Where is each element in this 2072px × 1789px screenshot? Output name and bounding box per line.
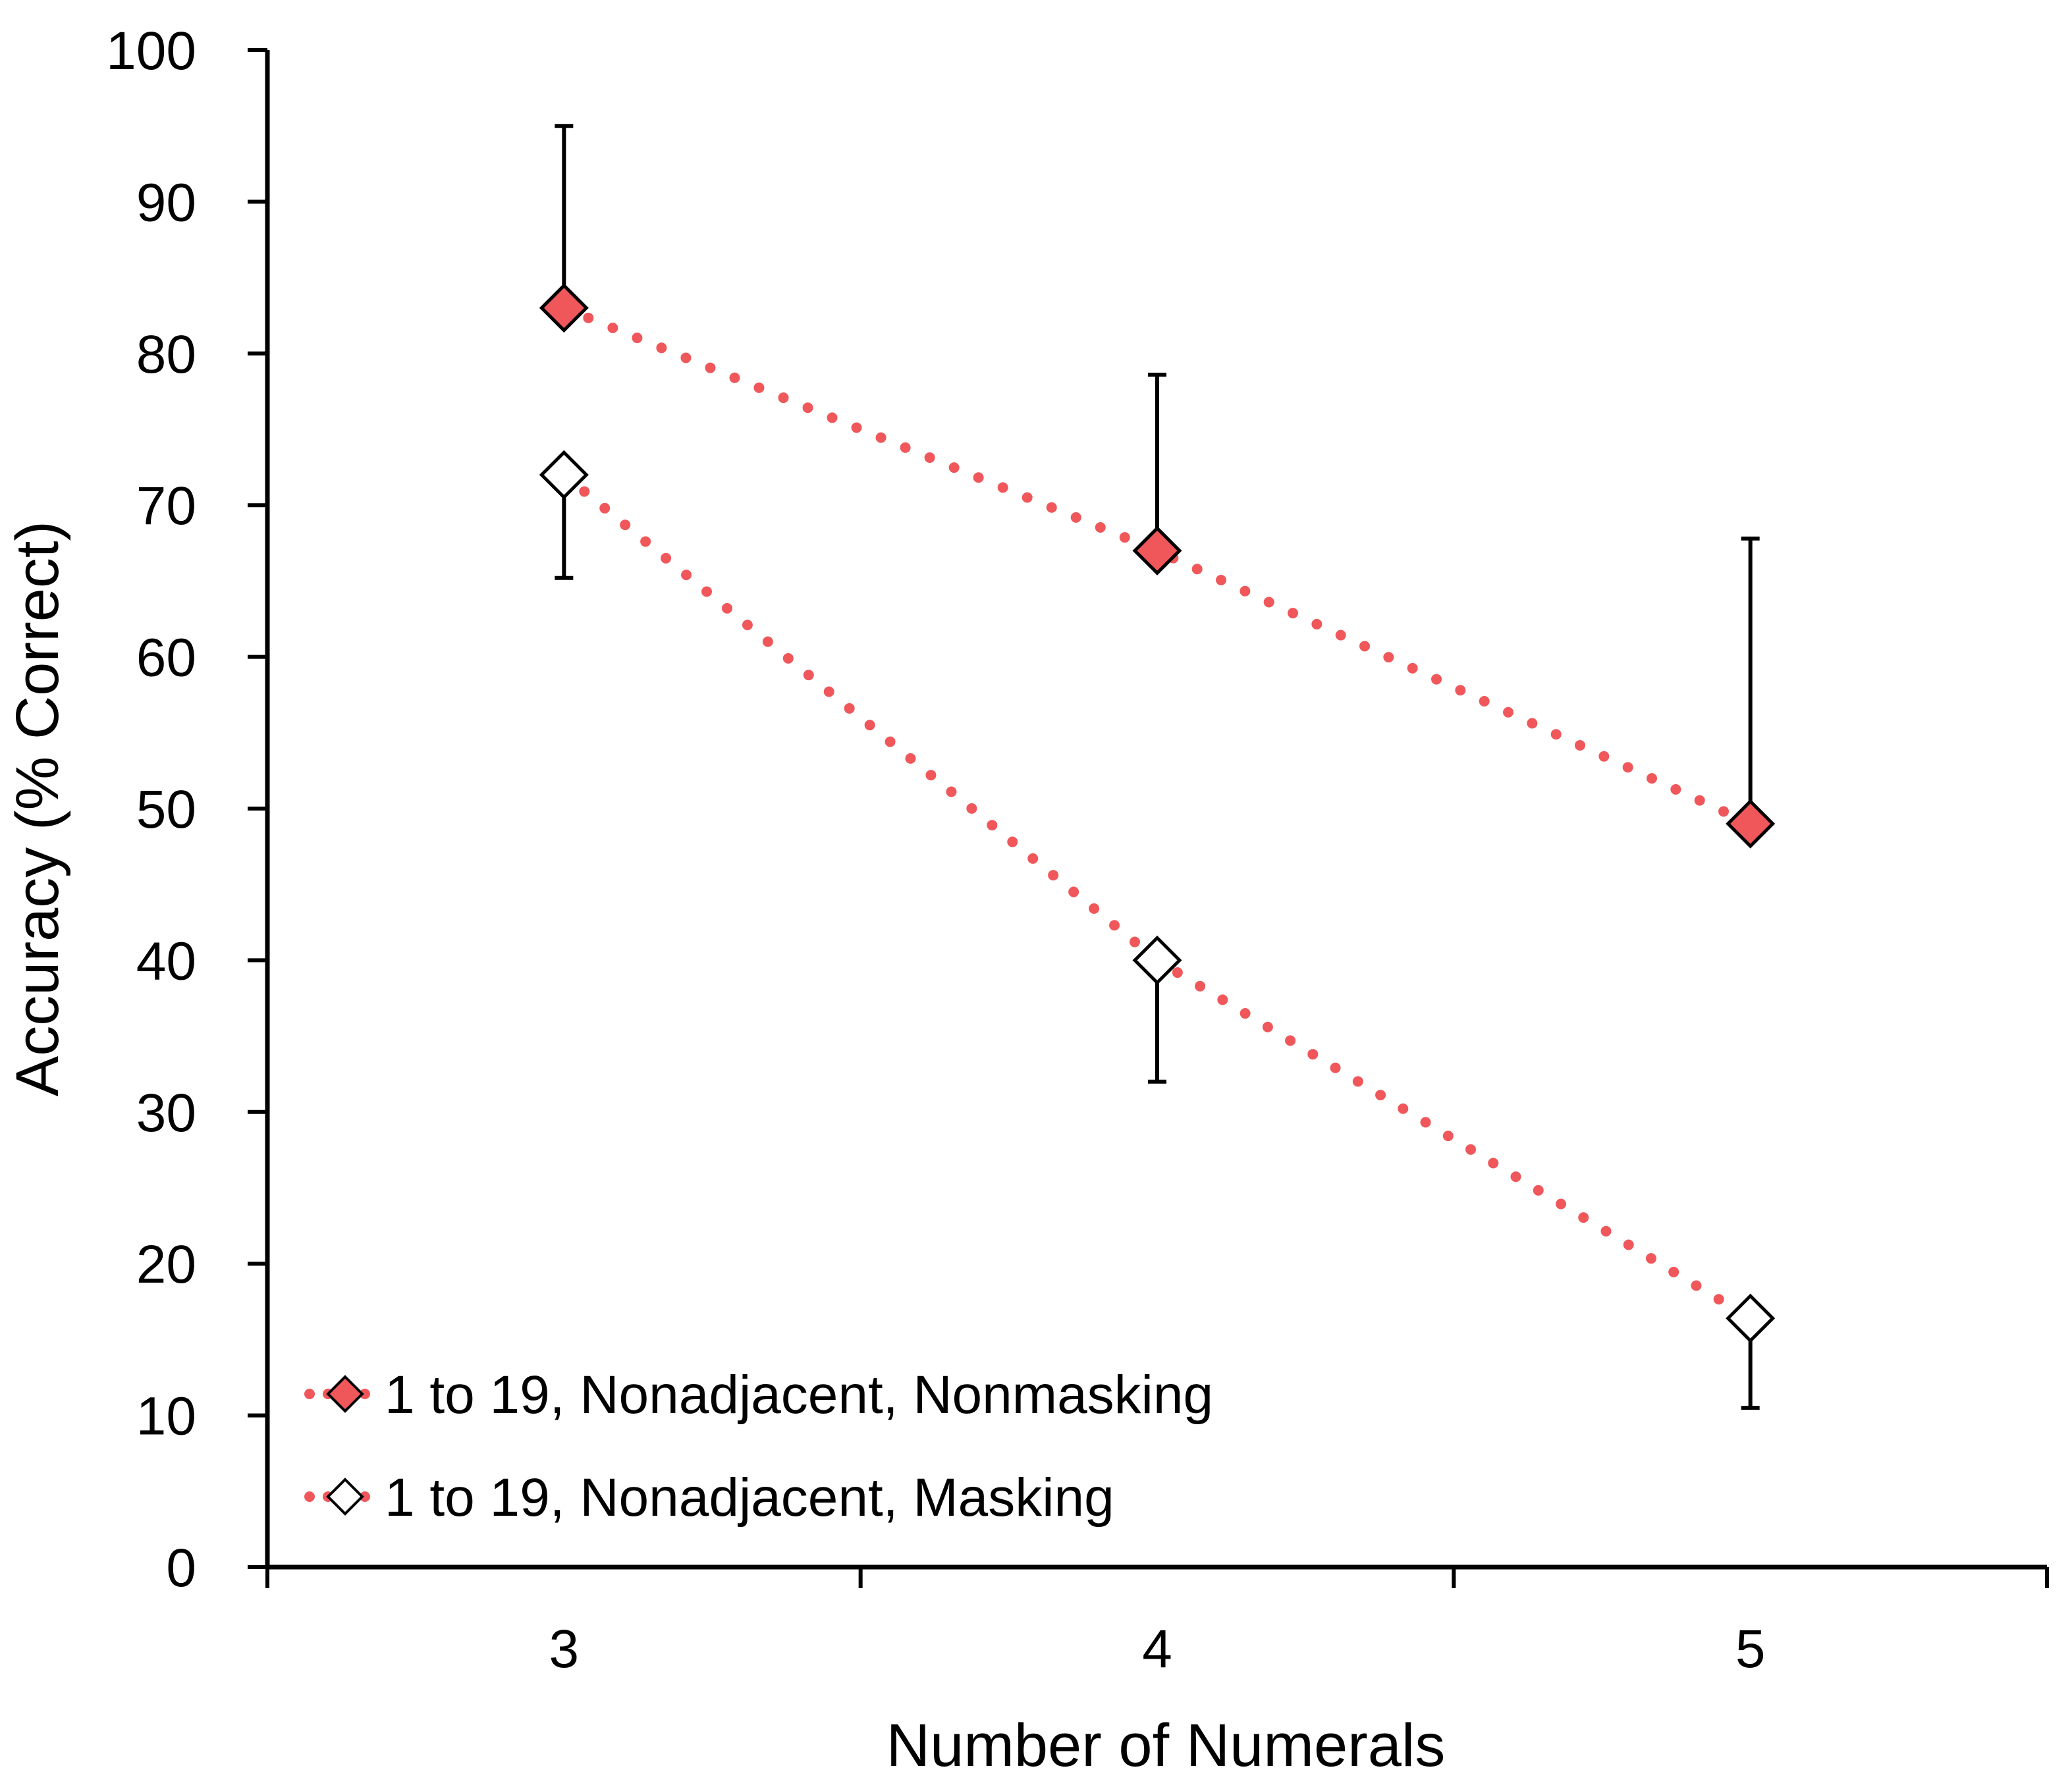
data-point-nonmasking <box>539 283 589 333</box>
data-point-nonmasking <box>1132 525 1182 575</box>
y-tick-label: 70 <box>136 476 196 536</box>
legend-marker-masking <box>326 1478 364 1516</box>
y-tick-label: 90 <box>136 173 196 232</box>
y-axis-title: Accuracy (% Correct) <box>4 521 71 1096</box>
y-tick-label: 100 <box>106 21 196 81</box>
y-ticks: 0 10 20 30 40 50 60 70 80 90 100 <box>106 21 267 1598</box>
x-ticks: 3 4 5 <box>265 1567 2049 1679</box>
axes <box>265 50 2047 1570</box>
y-tick-label: 30 <box>136 1083 196 1143</box>
legend-entry-nonmasking: 1 to 19, Nonadjacent, Nonmasking <box>304 1365 1213 1425</box>
data-point-masking <box>1132 935 1182 985</box>
x-axis-title: Number of Numerals <box>886 1712 1446 1779</box>
y-tick-label: 80 <box>136 325 196 385</box>
y-tick-label: 40 <box>136 931 196 991</box>
y-tick-label: 10 <box>136 1387 196 1447</box>
x-tick-label: 4 <box>1142 1619 1172 1679</box>
x-tick-label: 3 <box>549 1619 580 1679</box>
data-point-masking <box>539 450 589 500</box>
data-points <box>539 283 1776 1343</box>
legend-marker-nonmasking <box>326 1375 364 1413</box>
legend-entry-masking: 1 to 19, Nonadjacent, Masking <box>304 1468 1114 1528</box>
series-line-masking <box>559 469 1756 1324</box>
legend-label-masking: 1 to 19, Nonadjacent, Masking <box>385 1468 1114 1528</box>
y-tick-label: 50 <box>136 780 196 840</box>
series-line-nonmasking <box>559 302 1756 830</box>
legend: 1 to 19, Nonadjacent, Nonmasking 1 to 19… <box>304 1365 1213 1528</box>
data-point-masking <box>1726 1293 1776 1343</box>
x-tick-label: 5 <box>1735 1619 1766 1679</box>
y-tick-label: 20 <box>136 1235 196 1295</box>
y-tick-label: 60 <box>136 628 196 688</box>
y-tick-label: 0 <box>166 1538 196 1598</box>
data-point-nonmasking <box>1726 799 1776 849</box>
legend-label-nonmasking: 1 to 19, Nonadjacent, Nonmasking <box>385 1365 1213 1425</box>
